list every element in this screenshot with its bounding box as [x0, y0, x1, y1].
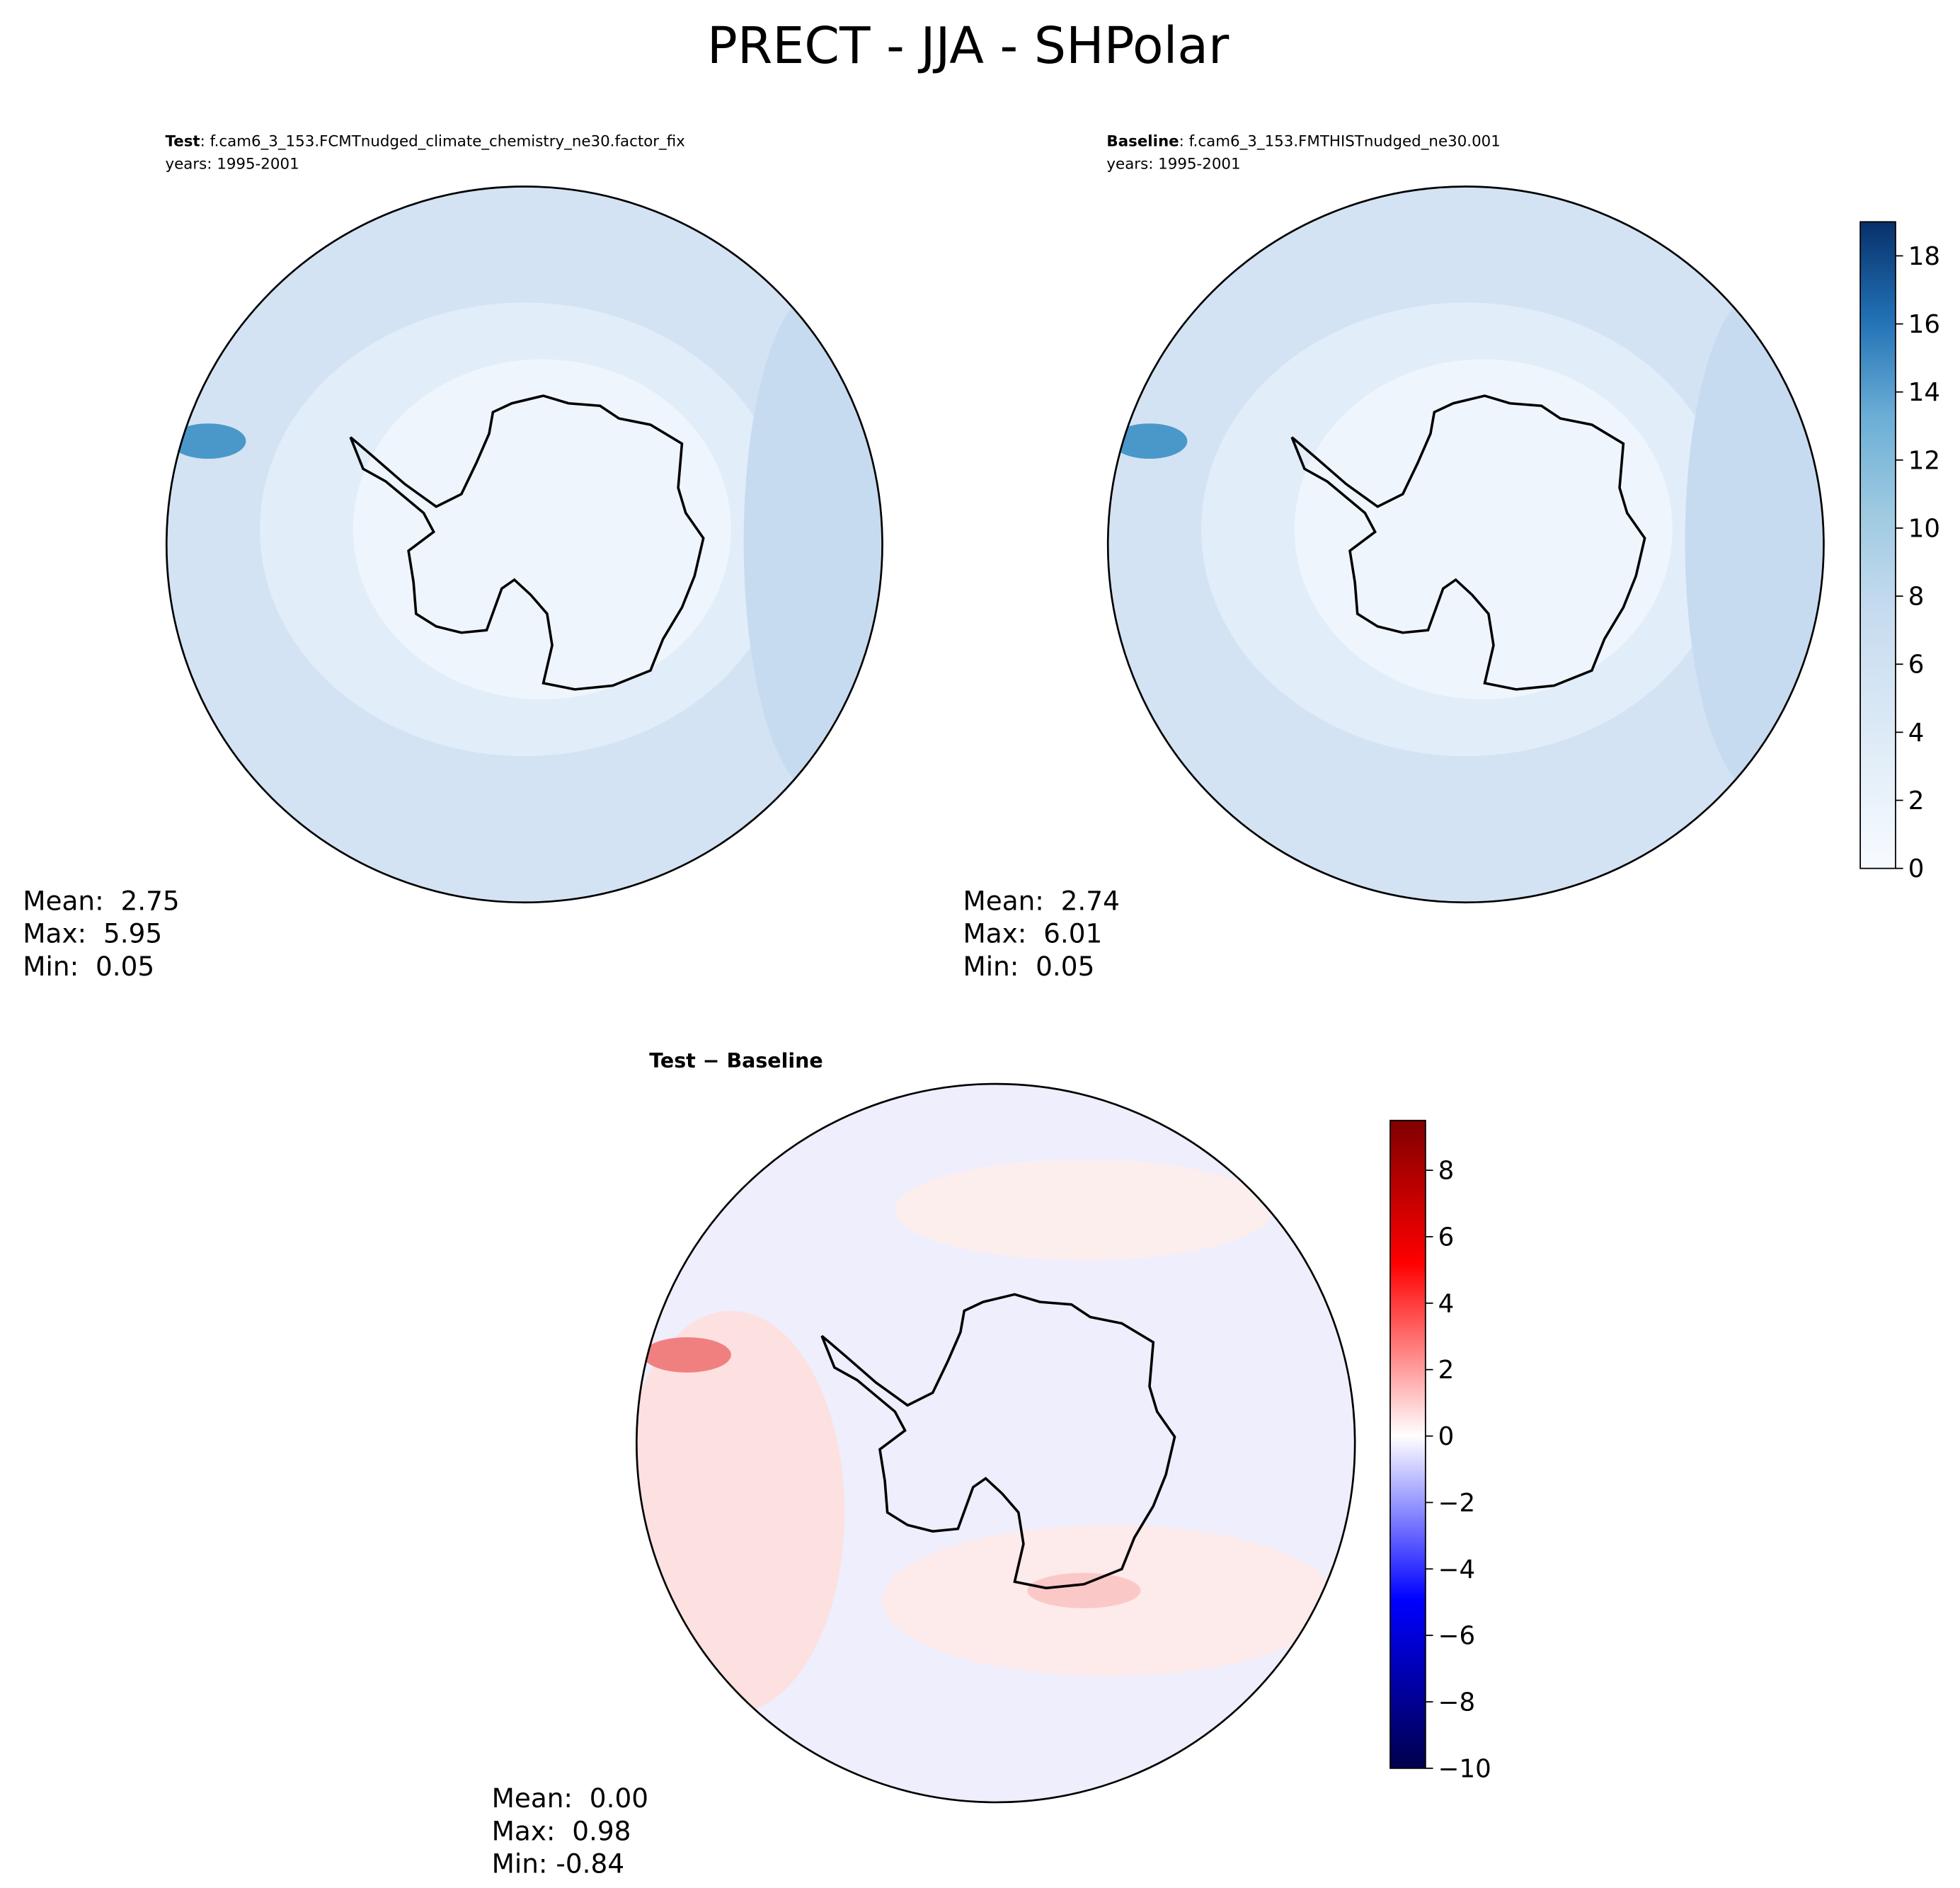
colorbar-tick-label: −8 — [1438, 1688, 1475, 1717]
colorbar-tick-label: 14 — [1908, 378, 1940, 407]
panel-label: Baseline: f.cam6_3_153.FMTHISTnudged_ne3… — [1106, 133, 1500, 151]
stat: Min: 0.05 — [23, 951, 154, 982]
panel-years: years: 1995-2001 — [165, 156, 299, 173]
stat: Mean: 2.75 — [23, 885, 179, 916]
panel-label: Test: f.cam6_3_153.FCMTnudged_climate_ch… — [165, 133, 684, 151]
stat: Min: 0.05 — [963, 951, 1094, 982]
map-border — [165, 185, 883, 904]
colorbar-tick-label: 0 — [1438, 1422, 1455, 1451]
colorbar-tick-label: 6 — [1908, 651, 1925, 680]
panel-label: Test − Baseline — [649, 1049, 823, 1072]
colorbar-tick-label: 8 — [1908, 583, 1925, 612]
map-test — [166, 186, 883, 903]
stat: Max: 0.98 — [492, 1815, 631, 1846]
colorbar — [1859, 221, 1896, 869]
map-border — [636, 1082, 1356, 1804]
stat: Min: -0.84 — [492, 1848, 625, 1880]
colorbar-tick-label: 12 — [1908, 446, 1940, 475]
panel-years: years: 1995-2001 — [1106, 156, 1240, 173]
colorbar-tick-label: −2 — [1438, 1489, 1475, 1518]
map-difference — [636, 1084, 1356, 1802]
colorbar-tick-label: 4 — [1908, 719, 1925, 748]
colorbar-tick-label: 2 — [1438, 1356, 1455, 1385]
stat: Max: 6.01 — [963, 918, 1102, 949]
map-baseline — [1108, 186, 1824, 903]
colorbar-tick-label: −6 — [1438, 1622, 1475, 1651]
colorbar-tick-label: 18 — [1908, 242, 1940, 271]
colorbar — [1389, 1119, 1426, 1769]
map-border — [1106, 185, 1825, 904]
colorbar-tick-label: 4 — [1438, 1289, 1455, 1318]
colorbar-tick-label: 6 — [1438, 1223, 1455, 1252]
figure-title: PRECT - JJA - SHPolar — [707, 16, 1230, 75]
colorbar-tick-label: 2 — [1908, 786, 1925, 816]
stat: Mean: 2.74 — [963, 885, 1119, 916]
colorbar-tick-label: 10 — [1908, 514, 1940, 543]
colorbar-tick-label: 8 — [1438, 1157, 1455, 1186]
colorbar-tick-label: −4 — [1438, 1555, 1475, 1584]
colorbar-tick-label: 0 — [1908, 854, 1925, 883]
colorbar-tick-label: 16 — [1908, 310, 1940, 339]
stat: Mean: 0.00 — [492, 1783, 648, 1814]
stat: Max: 5.95 — [23, 918, 162, 949]
colorbar-tick-label: −10 — [1438, 1754, 1491, 1783]
